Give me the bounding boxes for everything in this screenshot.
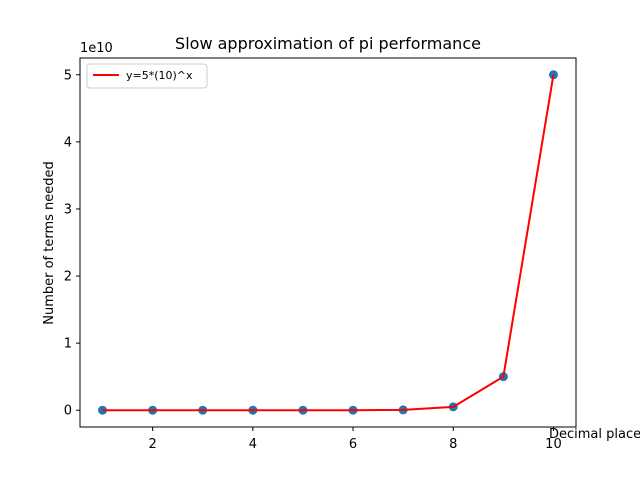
legend-box — [86, 63, 208, 89]
x-tick-label: 10 — [545, 437, 562, 452]
y-offset-label: 1e10 — [80, 41, 113, 56]
y-tick-label: 1 — [64, 337, 72, 352]
x-tick-label: 4 — [249, 437, 257, 452]
axes-frame — [79, 57, 577, 428]
x-tick-label: 2 — [149, 437, 157, 452]
plot-area: 2 4 6 8 10 0 1 2 3 4 5 — [64, 57, 577, 452]
y-axis-label: Number of terms needed — [42, 161, 57, 325]
y-tick-label: 0 — [64, 404, 72, 419]
legend-label: y=5*(10)^x — [126, 69, 193, 82]
y-tick-label: 3 — [64, 202, 72, 217]
y-tick-label: 5 — [64, 68, 72, 83]
series-line — [102, 74, 555, 412]
x-axis-label: Decimal places — [549, 427, 640, 442]
chart-title: Slow approximation of pi performance — [175, 34, 481, 53]
y-tick-label: 2 — [64, 270, 72, 285]
x-tick-label: 8 — [449, 437, 457, 452]
y-tick-label: 4 — [64, 135, 72, 150]
x-tick-label: 6 — [349, 437, 357, 452]
legend: y=5*(10)^x — [86, 63, 208, 89]
scatter-point — [98, 405, 108, 415]
